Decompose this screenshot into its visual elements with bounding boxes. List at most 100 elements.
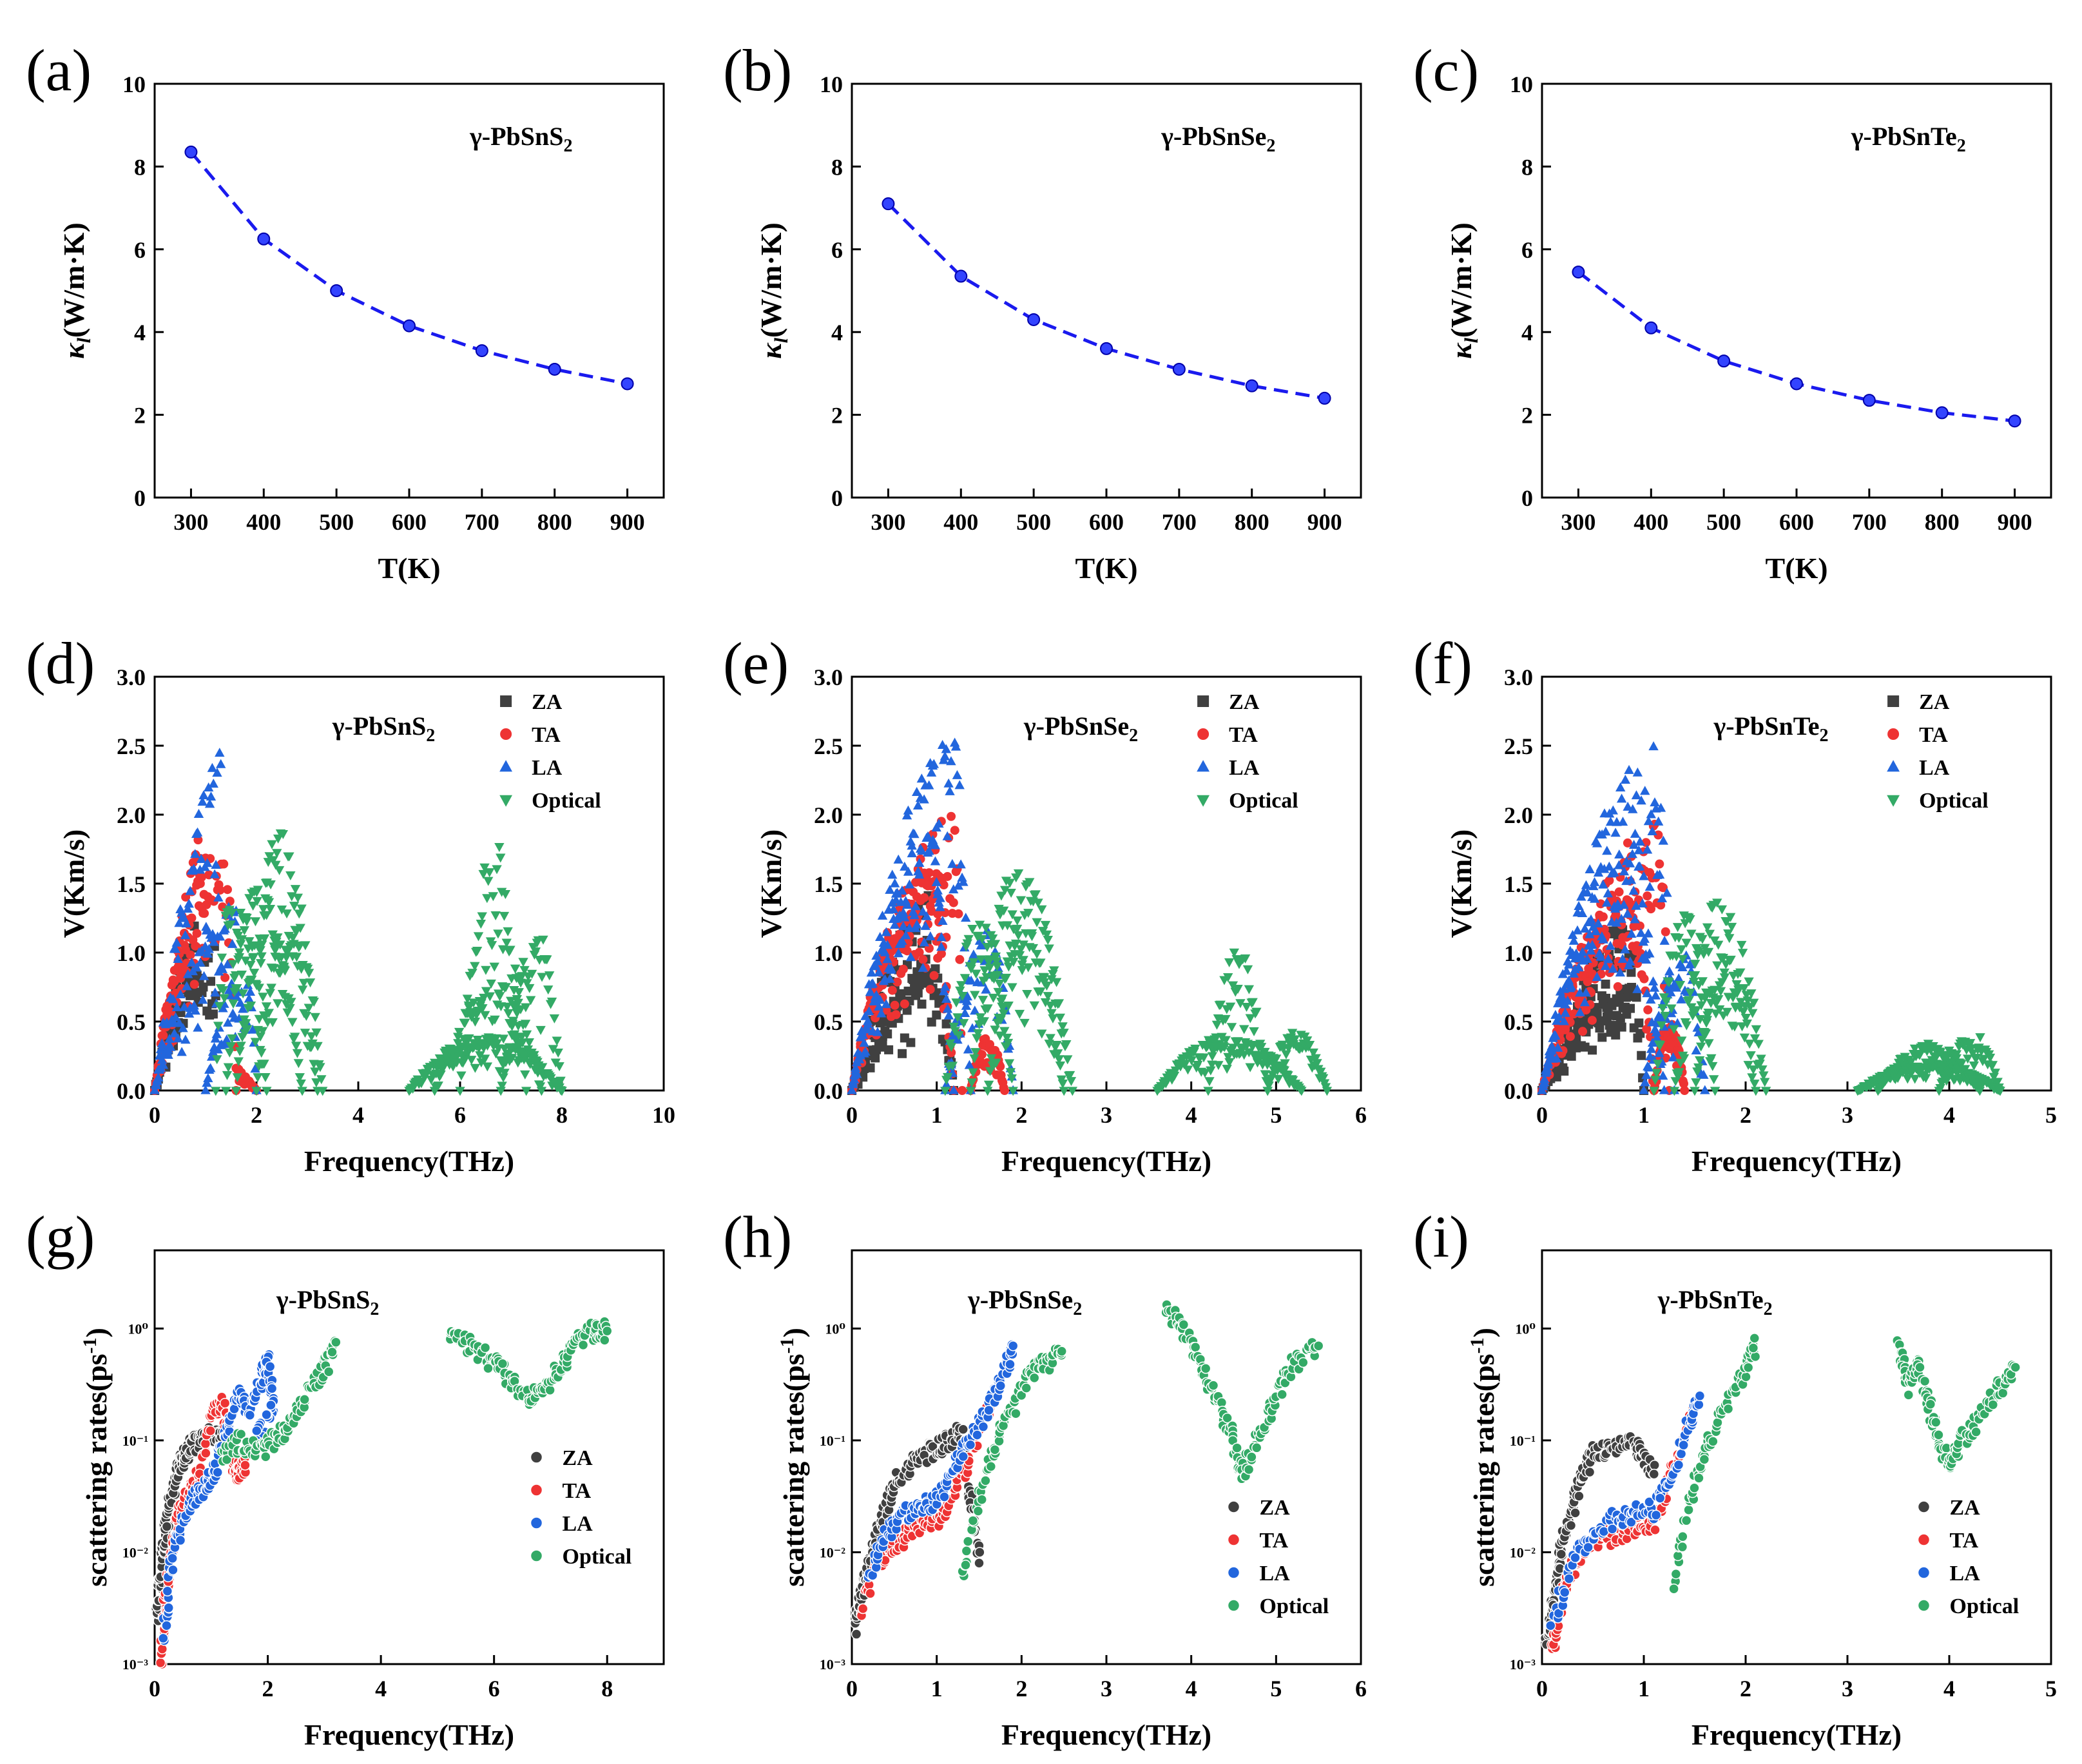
data-marker bbox=[1225, 1002, 1236, 1012]
data-marker bbox=[1007, 910, 1017, 920]
data-marker bbox=[532, 1062, 542, 1072]
data-marker bbox=[232, 984, 242, 993]
data-marker bbox=[929, 759, 940, 768]
data-marker bbox=[459, 1018, 469, 1028]
data-marker bbox=[1004, 1059, 1015, 1069]
data-marker bbox=[236, 1042, 246, 1051]
data-marker bbox=[983, 1004, 993, 1014]
data-marker bbox=[525, 996, 536, 1005]
legend-label: Optical bbox=[1229, 789, 1298, 813]
data-marker bbox=[198, 971, 209, 980]
data-marker bbox=[993, 987, 1003, 997]
data-marker bbox=[907, 840, 917, 850]
data-marker bbox=[310, 1013, 320, 1022]
data-marker bbox=[959, 1007, 970, 1017]
data-marker bbox=[1008, 958, 1019, 967]
data-marker bbox=[219, 994, 229, 1003]
data-marker bbox=[1280, 1059, 1290, 1069]
data-marker bbox=[992, 1018, 1003, 1028]
data-marker bbox=[287, 1018, 298, 1027]
data-marker bbox=[254, 1014, 264, 1024]
data-marker bbox=[930, 964, 940, 974]
data-marker bbox=[1049, 966, 1059, 976]
data-marker bbox=[1572, 925, 1583, 935]
data-marker bbox=[898, 907, 909, 917]
data-marker bbox=[1637, 1051, 1646, 1060]
x-axis-title: Frequency(THz) bbox=[1001, 1145, 1211, 1178]
data-marker bbox=[952, 1013, 963, 1023]
x-tick-label: 600 bbox=[392, 509, 427, 535]
data-point bbox=[1862, 394, 1876, 407]
y-tick-label: 1.5 bbox=[814, 871, 843, 897]
data-marker bbox=[961, 1546, 972, 1556]
data-marker bbox=[225, 897, 235, 906]
data-marker bbox=[934, 819, 944, 828]
data-marker bbox=[213, 892, 224, 902]
data-marker bbox=[1615, 782, 1626, 792]
data-marker bbox=[1574, 1491, 1585, 1502]
data-marker bbox=[166, 1042, 176, 1051]
data-marker bbox=[1559, 1587, 1570, 1598]
data-marker bbox=[901, 900, 912, 909]
data-marker bbox=[1565, 1032, 1575, 1042]
data-marker bbox=[1597, 1032, 1607, 1042]
legend-la-icon bbox=[1887, 760, 1900, 772]
legend-label: ZA bbox=[532, 690, 563, 714]
data-marker bbox=[1228, 981, 1239, 991]
data-marker bbox=[978, 1421, 989, 1432]
data-marker bbox=[459, 1034, 469, 1044]
data-marker bbox=[977, 1050, 987, 1060]
data-marker bbox=[1264, 1081, 1274, 1091]
x-tick-label: 2 bbox=[251, 1102, 262, 1128]
data-marker bbox=[900, 861, 910, 871]
data-marker bbox=[1204, 1077, 1215, 1087]
data-marker bbox=[183, 969, 193, 978]
legend-za-icon bbox=[1197, 695, 1210, 707]
data-marker bbox=[930, 856, 941, 866]
data-marker bbox=[905, 952, 916, 962]
data-marker bbox=[298, 978, 309, 988]
data-marker bbox=[878, 1037, 887, 1047]
data-marker bbox=[170, 1012, 181, 1022]
y-axis-title: scattering rates(ps-1) bbox=[79, 1328, 113, 1587]
data-marker bbox=[990, 940, 1001, 949]
legend-za-icon bbox=[530, 1451, 543, 1464]
y-tick-label: 8 bbox=[831, 154, 843, 180]
data-marker bbox=[220, 924, 230, 933]
legend-ta-icon bbox=[500, 728, 512, 740]
data-marker bbox=[510, 964, 521, 974]
data-point bbox=[184, 145, 198, 159]
data-marker bbox=[258, 905, 269, 915]
data-point bbox=[1245, 379, 1258, 393]
data-marker bbox=[912, 800, 923, 810]
data-marker bbox=[1021, 1382, 1032, 1393]
data-marker bbox=[1643, 891, 1652, 901]
data-marker bbox=[1251, 1442, 1262, 1453]
data-marker bbox=[498, 1034, 508, 1044]
data-marker bbox=[215, 931, 226, 941]
data-marker bbox=[885, 884, 895, 894]
data-marker bbox=[1018, 956, 1028, 965]
data-point bbox=[1100, 342, 1113, 355]
data-marker bbox=[1005, 1359, 1016, 1370]
data-marker bbox=[1753, 1040, 1764, 1049]
data-marker bbox=[1018, 940, 1028, 950]
x-tick-label: 1 bbox=[1638, 1676, 1650, 1701]
data-marker bbox=[1613, 982, 1623, 991]
data-marker bbox=[1748, 1065, 1759, 1075]
data-marker bbox=[1059, 1087, 1069, 1096]
data-marker bbox=[1190, 1044, 1200, 1054]
data-marker bbox=[1570, 1507, 1581, 1518]
data-marker bbox=[1644, 882, 1655, 891]
data-marker bbox=[280, 993, 291, 1002]
data-marker bbox=[922, 880, 932, 890]
data-marker bbox=[956, 859, 966, 869]
x-tick-label: 300 bbox=[871, 509, 905, 535]
data-marker bbox=[1016, 945, 1026, 955]
data-marker bbox=[256, 959, 266, 969]
data-marker bbox=[1648, 976, 1659, 985]
data-marker bbox=[301, 1011, 312, 1021]
data-marker bbox=[1975, 1033, 1985, 1043]
data-marker bbox=[863, 1006, 874, 1016]
